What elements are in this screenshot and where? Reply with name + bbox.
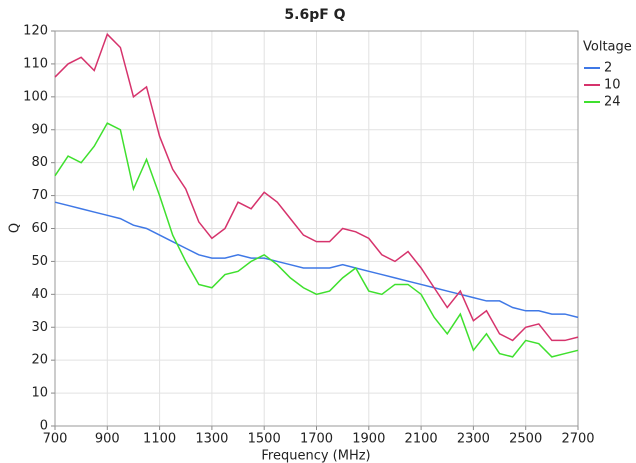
x-tick-label: 1300 xyxy=(195,432,228,447)
x-axis-label: Frequency (MHz) xyxy=(261,449,370,463)
series-line xyxy=(54,122,579,358)
x-tick-label: 1900 xyxy=(352,432,385,447)
x-tick-label: 2300 xyxy=(457,432,490,447)
x-tick-label: 2500 xyxy=(509,432,542,447)
legend-title: Voltage xyxy=(583,40,632,55)
series-line xyxy=(54,201,579,319)
x-tick-label: 1500 xyxy=(248,432,281,447)
y-tick-label: 100 xyxy=(23,89,48,104)
y-axis-label: Q xyxy=(8,223,23,233)
x-tick-label: 700 xyxy=(43,432,68,447)
y-tick-label: 110 xyxy=(23,56,48,71)
x-tick-label: 1700 xyxy=(300,432,333,447)
y-tick-label: 90 xyxy=(31,122,48,137)
y-tick-label: 120 xyxy=(23,24,48,39)
x-tick-label: 900 xyxy=(95,432,120,447)
x-tick-label: 1100 xyxy=(143,432,176,447)
y-tick-label: 20 xyxy=(31,353,48,368)
legend-label: 10 xyxy=(604,78,621,93)
y-tick-label: 0 xyxy=(40,419,48,434)
legend-label: 2 xyxy=(604,61,612,76)
y-tick-label: 30 xyxy=(31,320,48,335)
x-tick-label: 2100 xyxy=(405,432,438,447)
y-tick-label: 40 xyxy=(31,287,48,302)
y-tick-label: 80 xyxy=(31,155,48,170)
series-line xyxy=(54,32,579,342)
y-tick-label: 60 xyxy=(31,221,48,236)
x-tick-label: 2700 xyxy=(561,432,594,447)
chart-title: 5.6pF Q xyxy=(284,7,345,23)
legend-label: 24 xyxy=(604,95,621,110)
y-tick-label: 70 xyxy=(31,188,48,203)
y-tick-label: 50 xyxy=(31,254,48,269)
y-tick-label: 10 xyxy=(31,386,48,401)
plot-frame xyxy=(54,30,579,427)
